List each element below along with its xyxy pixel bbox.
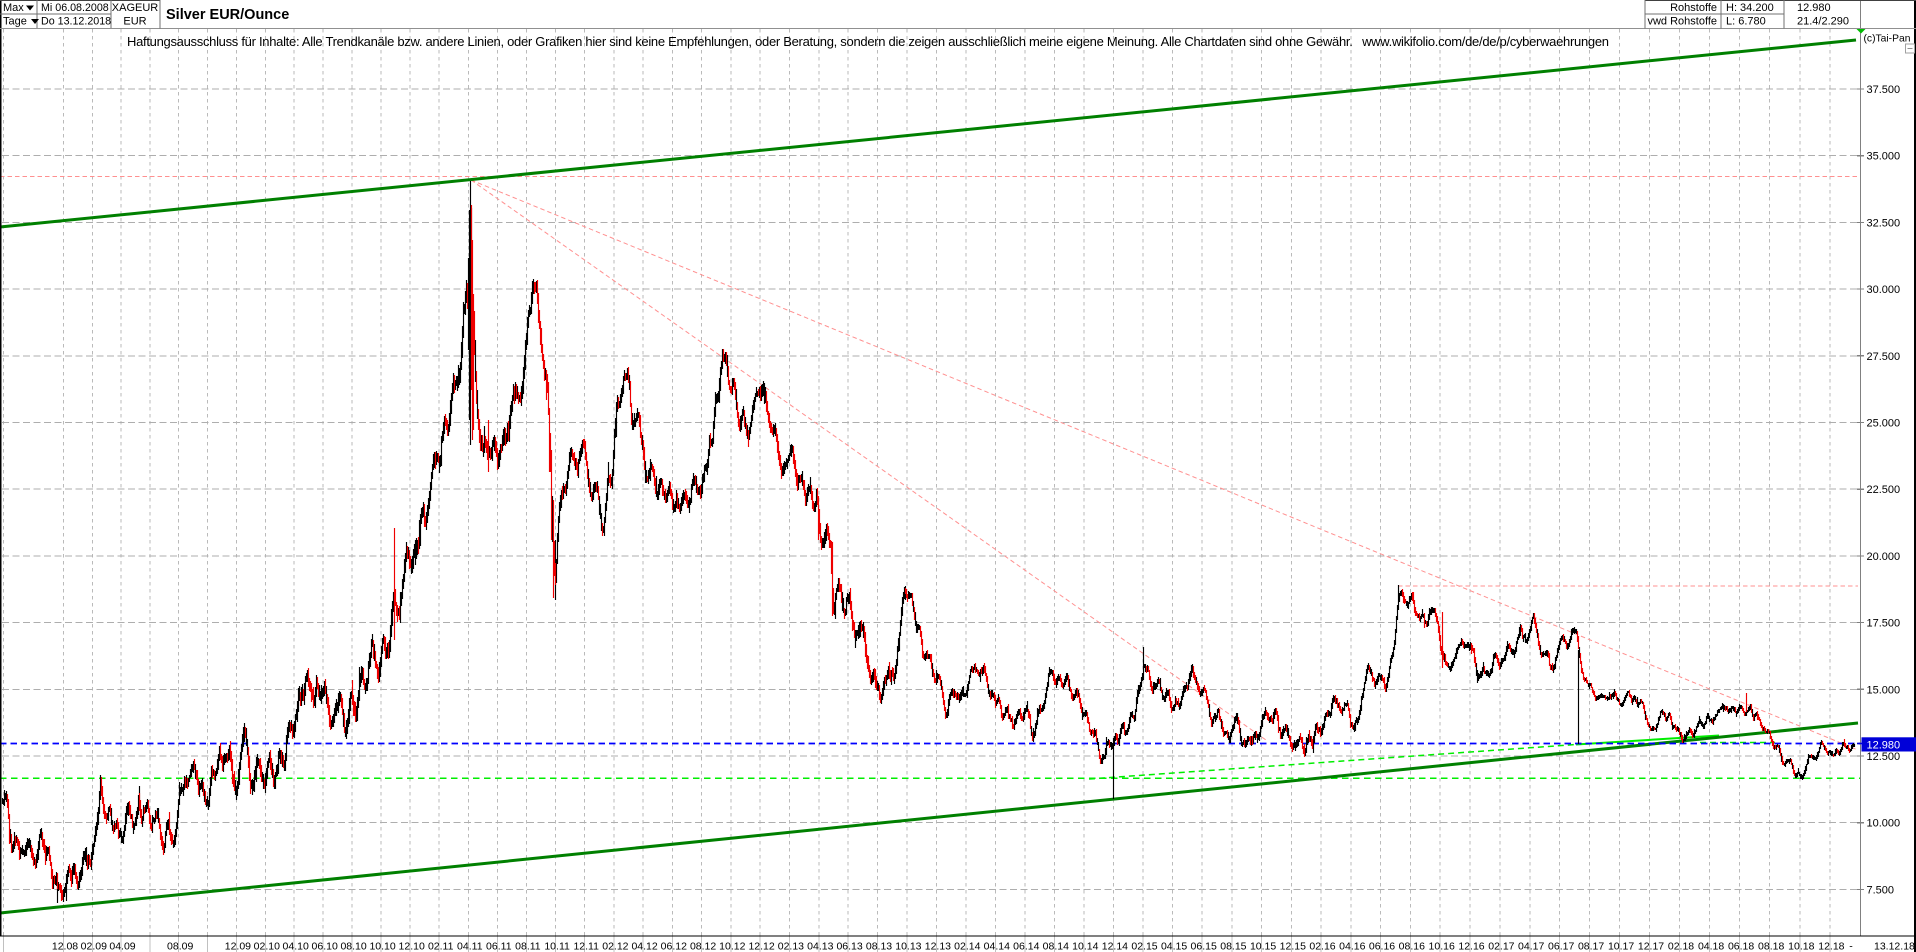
svg-text:08.15: 08.15 <box>1220 941 1246 952</box>
svg-text:06.11: 06.11 <box>486 941 512 952</box>
svg-text:(c)Tai-Pan: (c)Tai-Pan <box>1864 34 1911 45</box>
svg-text:08.09: 08.09 <box>167 941 193 952</box>
svg-text:30.000: 30.000 <box>1867 284 1901 296</box>
svg-text:15.000: 15.000 <box>1867 684 1901 696</box>
svg-text:L: 6.780: L: 6.780 <box>1726 16 1766 28</box>
svg-text:02.15: 02.15 <box>1131 941 1157 952</box>
svg-text:22.500: 22.500 <box>1867 484 1901 496</box>
svg-text:12.13: 12.13 <box>925 941 951 952</box>
svg-text:10.13: 10.13 <box>895 941 921 952</box>
svg-text:08.17: 08.17 <box>1578 941 1604 952</box>
svg-text:32.500: 32.500 <box>1867 217 1901 229</box>
svg-text:12.11: 12.11 <box>573 941 599 952</box>
svg-text:37.500: 37.500 <box>1867 84 1901 96</box>
svg-text:02.10: 02.10 <box>254 941 280 952</box>
svg-text:vwd Rohstoffe: vwd Rohstoffe <box>1647 16 1717 28</box>
svg-text:02.09: 02.09 <box>81 941 107 952</box>
svg-text:25.000: 25.000 <box>1867 418 1901 430</box>
svg-text:04.18: 04.18 <box>1698 941 1724 952</box>
svg-text:04.14: 04.14 <box>984 941 1010 952</box>
svg-text:12.14: 12.14 <box>1102 941 1128 952</box>
svg-text:06.14: 06.14 <box>1013 941 1039 952</box>
svg-text:XAGEUR: XAGEUR <box>112 2 159 14</box>
svg-text:10.18: 10.18 <box>1788 941 1814 952</box>
svg-text:12.18: 12.18 <box>1818 941 1844 952</box>
svg-text:06.17: 06.17 <box>1548 941 1574 952</box>
svg-text:04.09: 04.09 <box>109 941 135 952</box>
svg-text:04.13: 04.13 <box>807 941 833 952</box>
svg-text:12.10: 12.10 <box>399 941 425 952</box>
svg-text:10.17: 10.17 <box>1608 941 1634 952</box>
svg-text:12.17: 12.17 <box>1638 941 1664 952</box>
svg-text:04.16: 04.16 <box>1339 941 1365 952</box>
svg-text:13.12.18: 13.12.18 <box>1874 941 1915 952</box>
svg-text:06.16: 06.16 <box>1369 941 1395 952</box>
svg-text:02.14: 02.14 <box>954 941 980 952</box>
svg-text:12.12: 12.12 <box>748 941 774 952</box>
svg-text:35.000: 35.000 <box>1867 151 1901 163</box>
svg-text:Silver EUR/Ounce: Silver EUR/Ounce <box>166 7 289 23</box>
svg-text:06.18: 06.18 <box>1728 941 1754 952</box>
svg-text:10.10: 10.10 <box>369 941 395 952</box>
svg-text:Mi 06.08.2008: Mi 06.08.2008 <box>41 2 109 14</box>
svg-text:02.16: 02.16 <box>1309 941 1335 952</box>
svg-text:04.11: 04.11 <box>457 941 483 952</box>
svg-text:06.13: 06.13 <box>836 941 862 952</box>
svg-text:02.13: 02.13 <box>778 941 804 952</box>
svg-text:12.500: 12.500 <box>1867 751 1901 763</box>
svg-text:10.11: 10.11 <box>544 941 570 952</box>
svg-text:-: - <box>1849 941 1853 952</box>
svg-text:04.15: 04.15 <box>1161 941 1187 952</box>
svg-text:06.15: 06.15 <box>1191 941 1217 952</box>
svg-text:04.10: 04.10 <box>283 941 309 952</box>
svg-text:08.12: 08.12 <box>690 941 716 952</box>
svg-text:10.14: 10.14 <box>1072 941 1098 952</box>
svg-text:12.16: 12.16 <box>1458 941 1484 952</box>
svg-text:EUR: EUR <box>123 16 146 28</box>
svg-text:Rohstoffe: Rohstoffe <box>1670 2 1717 14</box>
svg-text:02.17: 02.17 <box>1488 941 1514 952</box>
svg-text:21.4/2.290: 21.4/2.290 <box>1797 16 1849 28</box>
svg-text:7.500: 7.500 <box>1867 884 1895 896</box>
svg-text:12.15: 12.15 <box>1280 941 1306 952</box>
svg-text:10.000: 10.000 <box>1867 818 1901 830</box>
svg-text:Tage: Tage <box>3 16 27 28</box>
svg-text:17.500: 17.500 <box>1867 618 1901 630</box>
svg-text:12.08: 12.08 <box>52 941 78 952</box>
svg-text:10.16: 10.16 <box>1429 941 1455 952</box>
svg-text:02.18: 02.18 <box>1668 941 1694 952</box>
svg-text:08.10: 08.10 <box>340 941 366 952</box>
svg-text:04.17: 04.17 <box>1518 941 1544 952</box>
svg-text:Max: Max <box>3 2 24 14</box>
svg-text:08.11: 08.11 <box>515 941 541 952</box>
svg-text:08.13: 08.13 <box>866 941 892 952</box>
svg-text:08.14: 08.14 <box>1043 941 1069 952</box>
svg-text:02.12: 02.12 <box>602 941 628 952</box>
svg-text:08.16: 08.16 <box>1399 941 1425 952</box>
svg-text:12.09: 12.09 <box>225 941 251 952</box>
svg-text:27.500: 27.500 <box>1867 351 1901 363</box>
svg-text:12.980: 12.980 <box>1797 2 1831 14</box>
svg-text:Haftungsausschluss für Inhalte: Haftungsausschluss für Inhalte: Alle Tre… <box>127 34 1609 49</box>
svg-text:08.18: 08.18 <box>1758 941 1784 952</box>
svg-text:10.12: 10.12 <box>719 941 745 952</box>
svg-text:20.000: 20.000 <box>1867 551 1901 563</box>
svg-text:10.15: 10.15 <box>1250 941 1276 952</box>
svg-text:12.980: 12.980 <box>1867 739 1901 751</box>
svg-text:02.11: 02.11 <box>428 941 454 952</box>
svg-text:06.10: 06.10 <box>312 941 338 952</box>
svg-text:04.12: 04.12 <box>631 941 657 952</box>
svg-text:Do 13.12.2018: Do 13.12.2018 <box>41 16 111 28</box>
svg-text:06.12: 06.12 <box>661 941 687 952</box>
svg-text:H: 34.200: H: 34.200 <box>1726 2 1774 14</box>
